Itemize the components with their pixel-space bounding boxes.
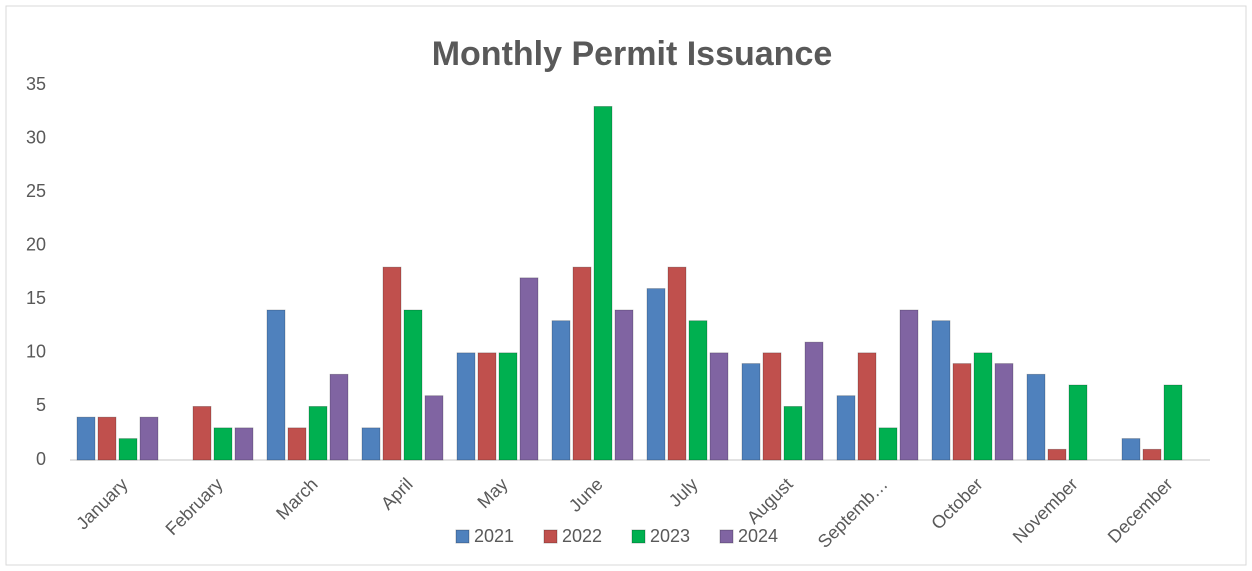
bar [477,352,497,461]
bar [139,416,159,461]
y-tick-label: 35 [26,74,46,94]
bar [709,352,729,461]
legend-swatch [719,529,734,544]
bar [519,277,539,461]
bar [118,438,138,461]
bar [403,309,423,461]
bar [836,395,856,461]
bar [973,352,993,461]
y-tick-label: 25 [26,181,46,201]
bar [213,427,233,461]
bar [361,427,381,461]
bar [1047,448,1067,461]
bar [762,352,782,461]
legend-label: 2022 [562,526,602,546]
bar [614,309,634,461]
bar [1142,448,1162,461]
bar [783,406,803,461]
y-tick-label: 5 [36,395,46,415]
y-tick-label: 30 [26,127,46,147]
bar [234,427,254,461]
y-tick-label: 15 [26,288,46,308]
legend-label: 2024 [738,526,778,546]
legend-swatch [631,529,646,544]
bar [192,406,212,461]
bar [931,320,951,461]
chart-border [5,5,1247,566]
bar [878,427,898,461]
bar [572,266,592,461]
bar [646,288,666,461]
bar [741,363,761,461]
bar [456,352,476,461]
bar [329,373,349,461]
bar [382,266,402,461]
legend-swatch [543,529,558,544]
bar [1121,438,1141,461]
bar [287,427,307,461]
y-tick-label: 20 [26,234,46,254]
legend-swatch [455,529,470,544]
legend-label: 2021 [474,526,514,546]
bar [857,352,877,461]
bar [804,341,824,461]
bar [308,406,328,461]
bar [498,352,518,461]
bar [1068,384,1088,461]
y-tick-label: 0 [36,449,46,469]
bar [266,309,286,461]
bar [952,363,972,461]
bar [1026,373,1046,461]
bar [994,363,1014,461]
bar [424,395,444,461]
bar [1163,384,1183,461]
bar [667,266,687,461]
chart-title: Monthly Permit Issuance [432,35,833,73]
bar [97,416,117,461]
bar [593,106,613,461]
bar [688,320,708,461]
legend-label: 2023 [650,526,690,546]
y-tick-label: 10 [26,342,46,362]
bar [76,416,96,461]
bar [899,309,919,461]
bar [551,320,571,461]
